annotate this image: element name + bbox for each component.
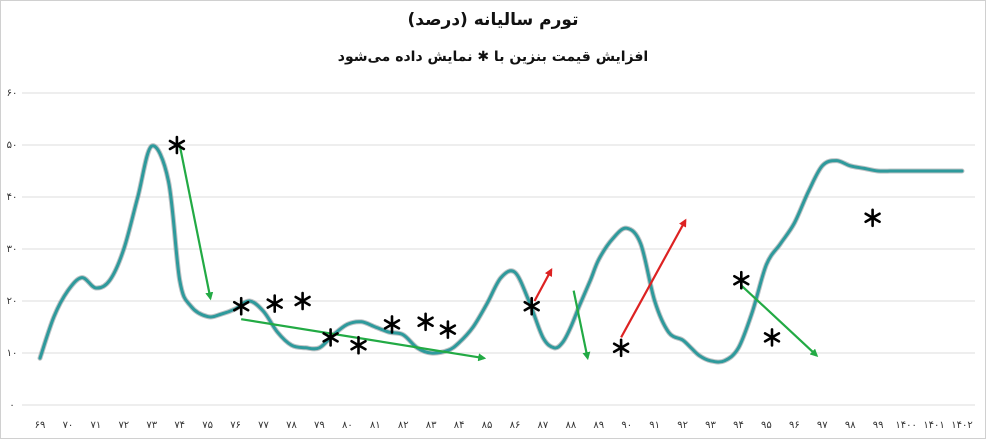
x-tick-label: ۷۴ [174, 420, 185, 431]
asterisk-stroke [733, 274, 750, 286]
increase-arrow [533, 268, 553, 302]
asterisk-stroke [294, 295, 311, 307]
asterisk-stroke [864, 212, 881, 224]
x-tick-label: ۶۹ [35, 420, 46, 431]
asterisk-stroke [383, 319, 401, 330]
asterisk-stroke [612, 342, 630, 354]
asterisk-marker [439, 320, 457, 339]
x-tick-label: ۸۸ [565, 420, 576, 431]
y-tick-label: ۵۰ [7, 140, 18, 151]
asterisk-marker [523, 296, 540, 316]
x-tick-label: ۱۴۰۰ [895, 420, 916, 431]
series-lines [37, 143, 965, 365]
x-tick-label: ۷۸ [286, 420, 297, 431]
x-tick-labels: ۶۹ ۷۰ ۷۱ ۷۲ ۷۳ ۷۴ ۷۵ ۷۶ ۷۷ ۷۸ ۷۹ ۸۰ ۸۱ ۸۲ ۸۳ ۸۴ ۸۵ ۸۶ ۸۷ ۸۸… [35, 420, 973, 431]
decrease-arrow [572, 290, 591, 361]
asterisk-stroke [439, 324, 457, 335]
series-line [38, 144, 964, 364]
asterisk-marker [763, 328, 781, 347]
x-tick-label: ۷۷ [258, 420, 269, 431]
x-tick-label: ۷۳ [146, 420, 157, 431]
asterisk-stroke [763, 332, 781, 343]
y-tick-label: ۱۰ [7, 348, 18, 359]
series-line-shadow [37, 143, 965, 365]
asterisk-stroke [168, 139, 186, 151]
chart-subtitle: افزایش قیمت بنزین با ✱ نمایش داده می‌شود [337, 49, 649, 65]
x-tick-label: ۹۱ [649, 420, 660, 431]
decrease-arrow [178, 144, 214, 301]
asterisk-stroke [232, 300, 250, 312]
x-tick-label: ۱۴۰۲ [951, 420, 972, 431]
y-tick-label: ۳۰ [7, 244, 18, 255]
x-tick-label: ۹۳ [705, 420, 716, 431]
x-tick-label: ۹۹ [873, 420, 884, 431]
asterisk-marker [322, 328, 339, 347]
y-tick-label: ۲۰ [7, 296, 18, 307]
asterisk-marker [350, 335, 367, 355]
x-tick-label: ۹۴ [733, 420, 744, 431]
chart-title: تورم سالیانه (درصد) [407, 10, 579, 30]
asterisk-marker [168, 135, 186, 155]
asterisk-marker [417, 312, 434, 332]
x-tick-label: ۹۲ [677, 420, 688, 431]
x-tick-label: ۷۲ [118, 420, 129, 431]
asterisk-marker [612, 338, 630, 358]
asterisk-marker [383, 315, 401, 334]
increase-arrow [620, 218, 687, 338]
trend-arrows [178, 144, 819, 362]
asterisk-marker [294, 291, 311, 311]
asterisk-marker [266, 294, 283, 313]
asterisk-marker [864, 208, 881, 228]
asterisk-stroke [417, 316, 434, 328]
y-tick-label: ۰ [9, 400, 14, 411]
x-tick-label: ۹۰ [621, 420, 632, 431]
decrease-arrow [240, 318, 487, 362]
gas-price-markers [168, 135, 881, 358]
x-tick-label: ۸۶ [510, 420, 521, 431]
x-tick-label: ۷۱ [91, 420, 102, 431]
y-tick-label: ۶۰ [7, 88, 18, 99]
x-tick-label: ۸۵ [482, 420, 493, 431]
x-tick-label: ۷۶ [230, 420, 241, 431]
x-tick-label: ۸۱ [370, 420, 381, 431]
asterisk-stroke [350, 339, 367, 351]
x-tick-label: ۷۹ [314, 420, 325, 431]
asterisk-marker [733, 270, 750, 290]
x-tick-label: ۸۲ [398, 420, 409, 431]
gridlines [22, 92, 975, 406]
y-tick-label: ۴۰ [7, 192, 18, 203]
x-tick-label: ۹۵ [761, 420, 772, 431]
x-tick-label: ۸۷ [538, 420, 549, 431]
x-tick-label: ۹۶ [789, 420, 800, 431]
x-tick-label: ۹۸ [845, 420, 856, 431]
asterisk-stroke [266, 298, 283, 309]
asterisk-stroke [523, 300, 540, 312]
asterisk-marker [232, 296, 250, 316]
x-tick-label: ۷۵ [202, 420, 213, 431]
x-tick-label: ۹۷ [817, 420, 828, 431]
x-tick-label: ۱۴۰۱ [923, 420, 944, 431]
x-tick-label: ۸۳ [426, 420, 437, 431]
x-tick-label: ۷۰ [63, 420, 74, 431]
x-tick-label: ۸۴ [454, 420, 465, 431]
y-tick-labels: ۰ ۱۰ ۲۰ ۳۰ ۴۰ ۵۰ ۶۰ [7, 88, 18, 411]
decrease-arrow [740, 284, 819, 357]
x-tick-label: ۸۹ [593, 420, 604, 431]
asterisk-stroke [322, 332, 339, 343]
x-tick-label: ۸۰ [342, 420, 353, 431]
